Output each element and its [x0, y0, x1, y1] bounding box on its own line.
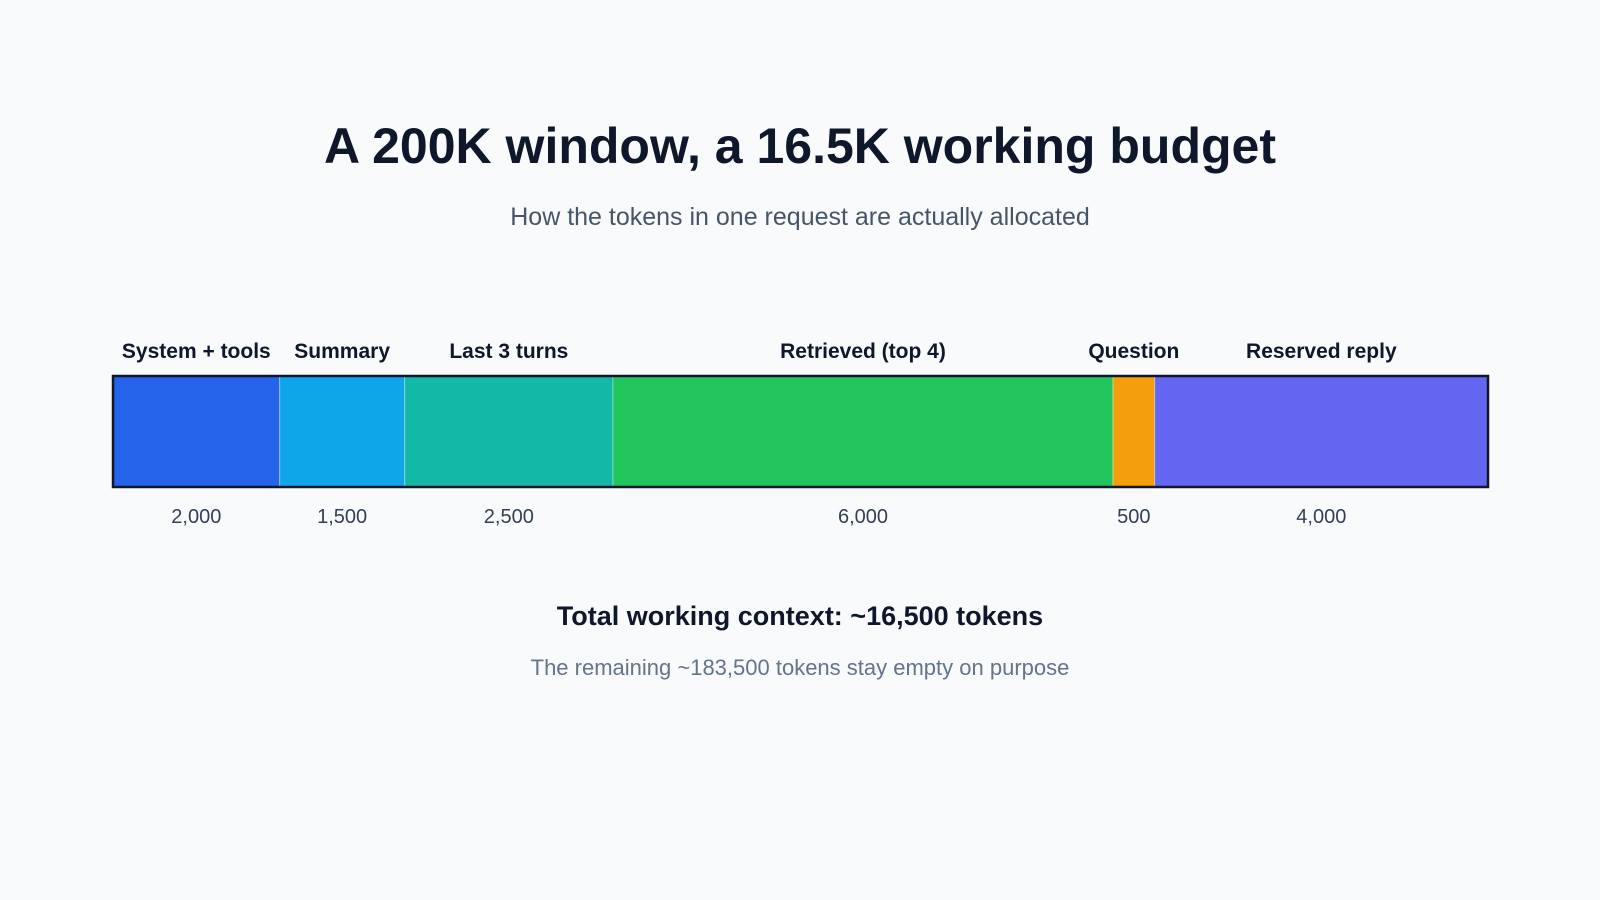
category-label-last-3-turns: Last 3 turns: [449, 340, 568, 363]
value-label-retrieved-top-4: 6,000: [838, 506, 888, 528]
chart-title: A 200K window, a 16.5K working budget: [323, 118, 1276, 174]
bar-segment-question: [1112, 375, 1156, 488]
bar-segment-system-tools: [112, 375, 281, 488]
bar-segment-last-3-turns: [404, 375, 614, 488]
bar-outline: [111, 374, 1490, 489]
bar-segment-summary: [279, 375, 406, 488]
value-label-system-tools: 2,000: [171, 506, 221, 528]
category-label-summary: Summary: [294, 340, 390, 363]
bar-segments: [112, 375, 1489, 488]
chart-subtitle: How the tokens in one request are actual…: [510, 203, 1090, 231]
total-label: Total working context: ~16,500 tokens: [556, 601, 1044, 631]
value-labels: 2,000 1,500 2,500 6,000 500 4,000: [171, 506, 1346, 528]
category-label-retrieved-top-4: Retrieved (top 4): [780, 340, 946, 363]
remaining-note: The remaining ~183,500 tokens stay empty…: [530, 655, 1070, 680]
bar-segment-reserved-reply: [1154, 375, 1489, 488]
category-labels: System + tools Summary Last 3 turns Retriev…: [122, 340, 1397, 363]
value-label-question: 500: [1117, 506, 1150, 528]
value-label-last-3-turns: 2,500: [484, 506, 534, 528]
category-label-system-tools: System + tools: [122, 340, 271, 363]
value-label-summary: 1,500: [317, 506, 367, 528]
category-label-question: Question: [1088, 340, 1179, 363]
bar-segment-retrieved-top-4: [612, 375, 1114, 488]
category-label-reserved-reply: Reserved reply: [1246, 340, 1397, 363]
value-label-reserved-reply: 4,000: [1296, 506, 1346, 528]
